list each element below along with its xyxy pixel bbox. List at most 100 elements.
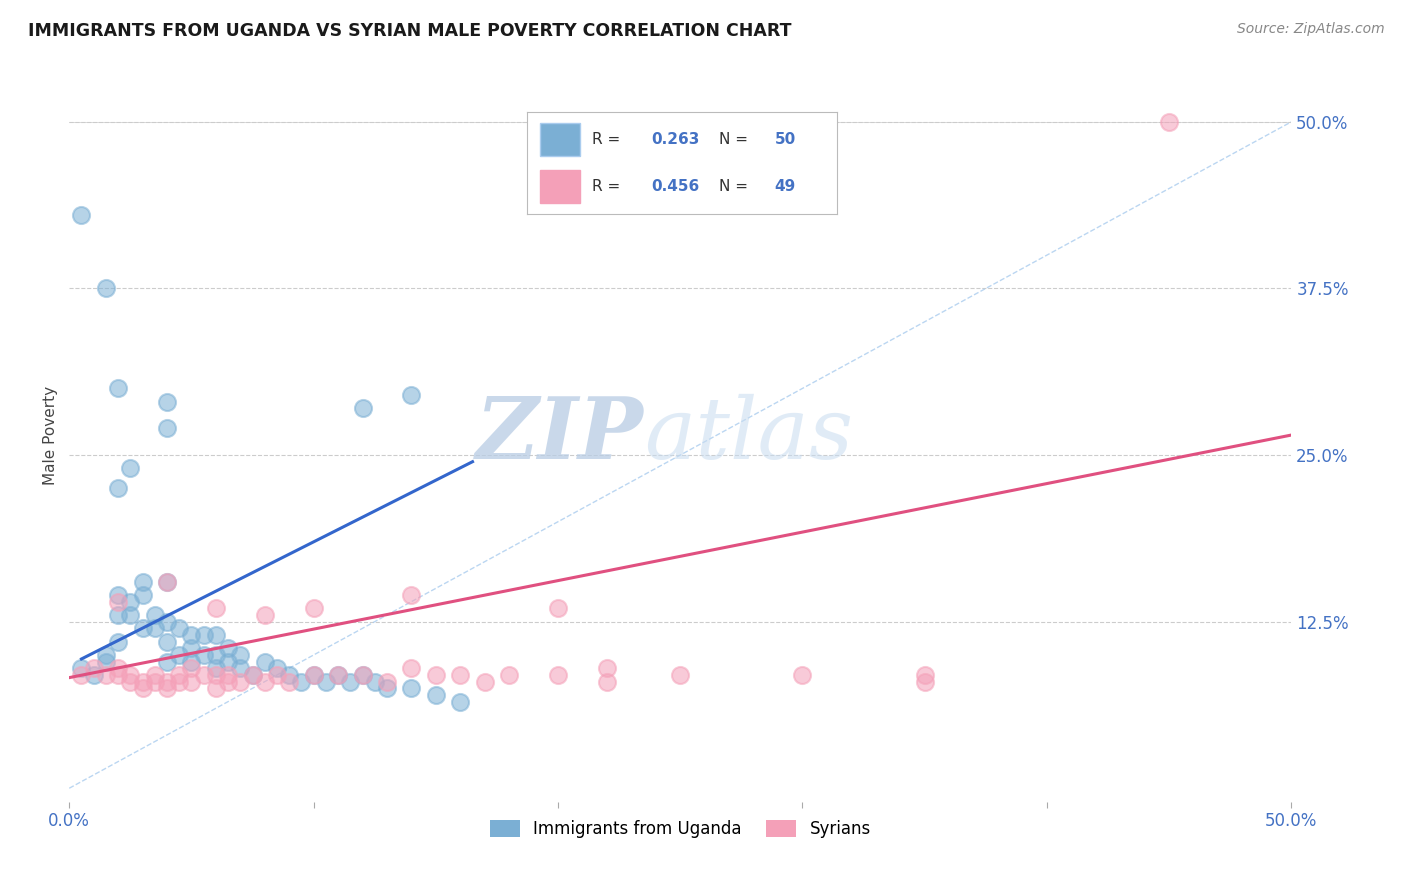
FancyBboxPatch shape bbox=[540, 123, 579, 155]
Text: ZIP: ZIP bbox=[475, 393, 644, 477]
Point bbox=[83, 661, 105, 675]
Point bbox=[217, 668, 239, 682]
Text: atlas: atlas bbox=[644, 393, 853, 476]
Point bbox=[156, 574, 179, 589]
Point bbox=[156, 655, 179, 669]
Point bbox=[242, 668, 264, 682]
Point bbox=[94, 668, 117, 682]
Point bbox=[596, 674, 619, 689]
Point bbox=[290, 674, 312, 689]
Point bbox=[401, 388, 423, 402]
Point bbox=[193, 628, 215, 642]
Point bbox=[83, 668, 105, 682]
Point bbox=[143, 621, 166, 635]
Point bbox=[669, 668, 692, 682]
Point bbox=[131, 588, 153, 602]
Point bbox=[107, 634, 129, 648]
Point bbox=[547, 601, 569, 615]
Point bbox=[302, 668, 325, 682]
Point bbox=[156, 574, 179, 589]
Point bbox=[70, 668, 93, 682]
Point bbox=[205, 601, 228, 615]
Point bbox=[120, 461, 142, 475]
Point bbox=[107, 381, 129, 395]
Point bbox=[193, 668, 215, 682]
Point bbox=[596, 661, 619, 675]
Point bbox=[131, 681, 153, 696]
Point bbox=[94, 281, 117, 295]
Text: 0.456: 0.456 bbox=[651, 179, 699, 194]
Point bbox=[205, 628, 228, 642]
Point bbox=[131, 674, 153, 689]
Point bbox=[229, 648, 252, 662]
Text: Source: ZipAtlas.com: Source: ZipAtlas.com bbox=[1237, 22, 1385, 37]
Point bbox=[143, 607, 166, 622]
Legend: Immigrants from Uganda, Syrians: Immigrants from Uganda, Syrians bbox=[482, 813, 877, 845]
Point bbox=[364, 674, 387, 689]
Point bbox=[193, 648, 215, 662]
Point bbox=[302, 668, 325, 682]
Point bbox=[156, 634, 179, 648]
Point bbox=[352, 668, 374, 682]
Point bbox=[474, 674, 496, 689]
Point bbox=[498, 668, 520, 682]
Y-axis label: Male Poverty: Male Poverty bbox=[44, 385, 58, 484]
Point bbox=[339, 674, 361, 689]
Point bbox=[107, 661, 129, 675]
Point bbox=[217, 655, 239, 669]
Point bbox=[180, 628, 202, 642]
Point bbox=[425, 668, 447, 682]
Text: 49: 49 bbox=[775, 179, 796, 194]
Point bbox=[120, 668, 142, 682]
Point bbox=[180, 655, 202, 669]
Point bbox=[120, 594, 142, 608]
Point bbox=[180, 661, 202, 675]
Point bbox=[70, 208, 93, 222]
Point bbox=[167, 648, 190, 662]
Point bbox=[107, 668, 129, 682]
Point bbox=[278, 668, 301, 682]
Point bbox=[914, 674, 936, 689]
Point bbox=[107, 588, 129, 602]
Text: IMMIGRANTS FROM UGANDA VS SYRIAN MALE POVERTY CORRELATION CHART: IMMIGRANTS FROM UGANDA VS SYRIAN MALE PO… bbox=[28, 22, 792, 40]
Text: N =: N = bbox=[718, 132, 752, 146]
Point bbox=[94, 648, 117, 662]
Point bbox=[1159, 115, 1181, 129]
Point bbox=[326, 668, 349, 682]
Point bbox=[156, 674, 179, 689]
Point bbox=[205, 661, 228, 675]
Point bbox=[401, 588, 423, 602]
Point bbox=[278, 674, 301, 689]
Point bbox=[547, 668, 569, 682]
Point bbox=[131, 621, 153, 635]
Point bbox=[253, 655, 276, 669]
Point bbox=[253, 607, 276, 622]
Point bbox=[375, 681, 398, 696]
Point bbox=[449, 695, 471, 709]
Point bbox=[914, 668, 936, 682]
Point bbox=[94, 655, 117, 669]
Point bbox=[143, 674, 166, 689]
Point bbox=[315, 674, 337, 689]
Point bbox=[120, 607, 142, 622]
Point bbox=[242, 668, 264, 682]
Point bbox=[352, 401, 374, 416]
Point bbox=[180, 641, 202, 656]
Point bbox=[205, 668, 228, 682]
Point bbox=[131, 574, 153, 589]
Point bbox=[167, 621, 190, 635]
Point bbox=[302, 601, 325, 615]
Text: 0.263: 0.263 bbox=[651, 132, 699, 146]
Point bbox=[449, 668, 471, 682]
Point bbox=[401, 661, 423, 675]
Point bbox=[167, 668, 190, 682]
Point bbox=[107, 594, 129, 608]
Point bbox=[253, 674, 276, 689]
Text: N =: N = bbox=[718, 179, 752, 194]
Point bbox=[70, 661, 93, 675]
Point bbox=[180, 674, 202, 689]
Point bbox=[156, 394, 179, 409]
Point bbox=[401, 681, 423, 696]
Point bbox=[107, 481, 129, 495]
Point bbox=[107, 607, 129, 622]
